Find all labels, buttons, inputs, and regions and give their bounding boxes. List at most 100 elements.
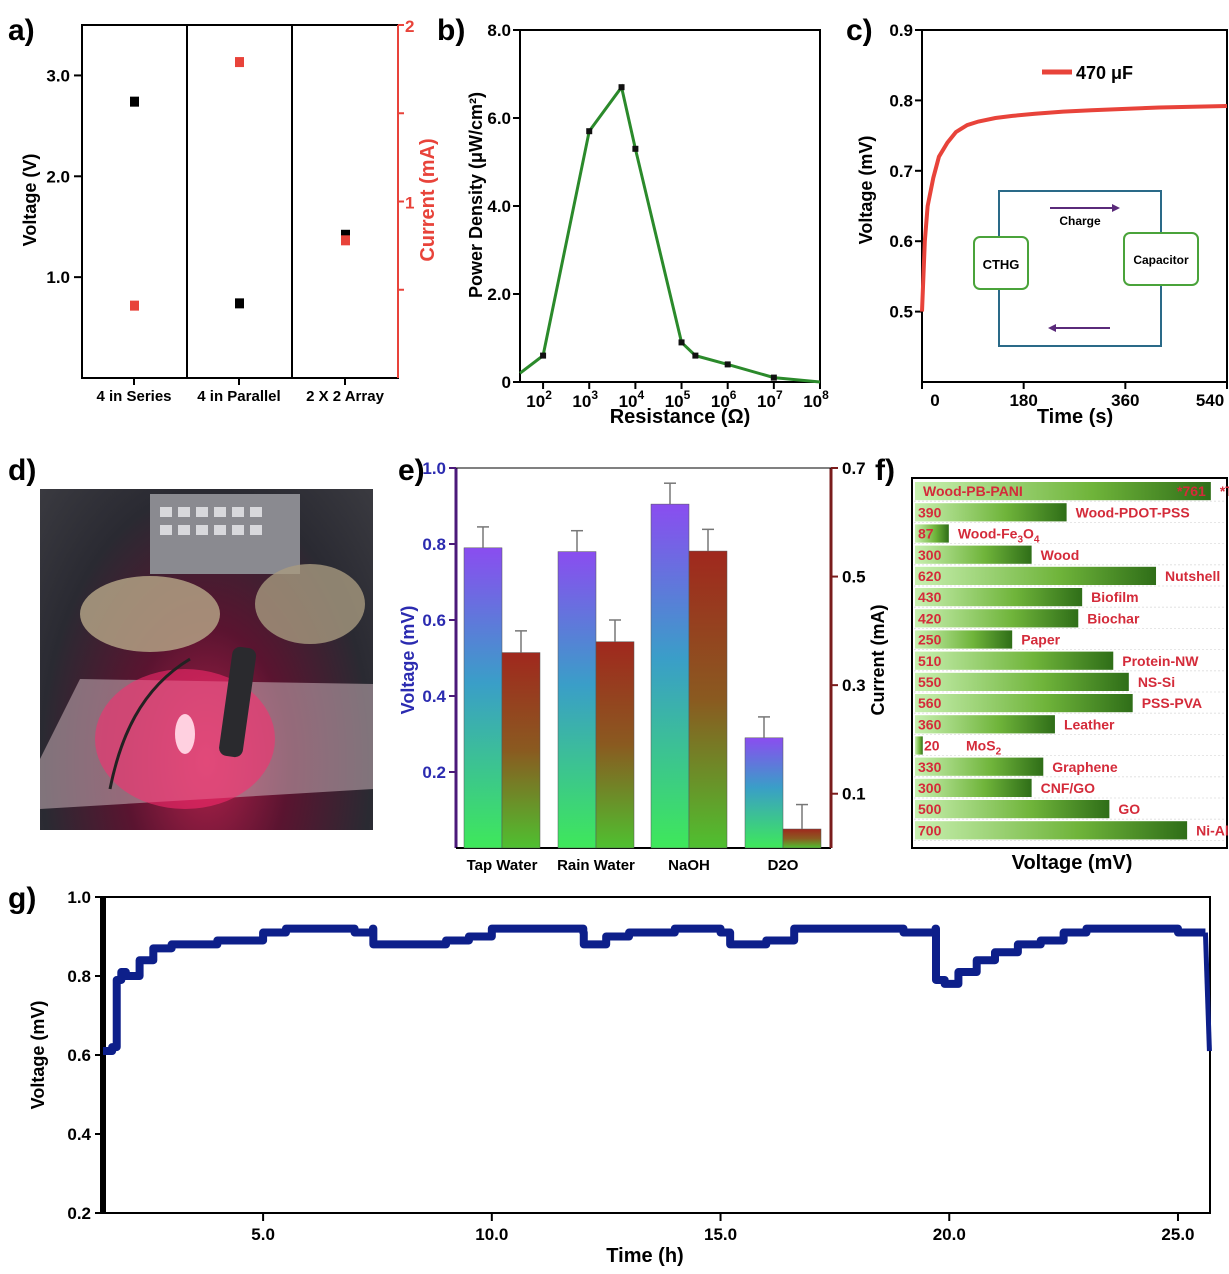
power-density-point — [692, 352, 699, 359]
chart-c-ytick-label: 0.5 — [889, 303, 913, 322]
voltage-point — [235, 298, 244, 309]
comparison-bar — [915, 630, 1013, 649]
power-density-point — [586, 128, 593, 135]
chart-e-y2tick-label: 0.7 — [842, 459, 866, 478]
chart-e-y2label: Current (mA) — [868, 604, 888, 715]
chart-e-ytick-label: 0.2 — [422, 763, 446, 782]
chart-e-ytick-label: 0.6 — [422, 611, 446, 630]
chart-b-xtick-label: 103 — [572, 388, 598, 411]
chart-c-xtick-label: 180 — [1009, 391, 1037, 410]
chart-g-ylabel: Voltage (mV) — [28, 1001, 48, 1110]
chart-b-xtick-label: 105 — [665, 388, 691, 411]
chart-a-category-label: 2 X 2 Array — [306, 388, 384, 405]
chart-g-xtick-label: 20.0 — [933, 1225, 966, 1244]
chart-e-category-label: Tap Water — [467, 857, 538, 874]
voltage-bar — [650, 503, 690, 849]
comparison-value: 700 — [918, 822, 942, 838]
comparison-value: 20 — [924, 738, 940, 754]
circuit-capacitor-label: Capacitor — [1133, 253, 1189, 267]
current-bar — [501, 652, 541, 849]
charge-arrow-head — [1112, 204, 1120, 212]
comparison-value: 360 — [918, 716, 942, 732]
comparison-bar — [915, 651, 1114, 670]
chart-g: Time (h) Voltage (mV) 0.2 0.4 0.6 0.8 1.0 5.0… — [28, 888, 1212, 1267]
power-density-line — [519, 83, 821, 384]
current-point — [341, 235, 350, 246]
comparison-value: 550 — [918, 674, 942, 690]
charging-curve — [920, 104, 1228, 312]
chart-c-ytick-label: 0.8 — [889, 91, 913, 110]
chart-c-ytick-label: 0.9 — [889, 21, 913, 40]
voltage-stability-drop — [1202, 932, 1212, 1052]
led-demo-illustration — [40, 494, 373, 809]
chart-c-frame — [921, 29, 1228, 383]
comparison-bar — [915, 778, 1032, 797]
power-density-point — [540, 352, 547, 359]
chart-c-legend-label: 470 μF — [1076, 63, 1133, 83]
chart-b-ytick-label: 0 — [502, 373, 511, 392]
chart-g-ytick-label: 1.0 — [67, 888, 91, 907]
plastic-film-2 — [255, 564, 365, 644]
chart-e-category-label: Rain Water — [557, 857, 635, 874]
comparison-value: 300 — [918, 780, 942, 796]
comparison-value: 330 — [918, 759, 942, 775]
chart-g-ytick-label: 0.2 — [67, 1204, 91, 1223]
comparison-bar — [915, 672, 1129, 691]
panel-label-d: d) — [8, 454, 36, 487]
chart-g-xtick-label: 5.0 — [251, 1225, 275, 1244]
circuit-capacitor-box — [1123, 232, 1199, 286]
comparison-label: CNF/GO — [1041, 780, 1096, 796]
comparison-bar — [915, 757, 1044, 776]
voltage-bar — [744, 737, 784, 849]
wire — [108, 657, 191, 790]
chart-c-xlabel: Time (s) — [1037, 406, 1113, 428]
power-density-point — [632, 145, 639, 152]
comparison-bar — [915, 800, 1110, 819]
comparison-value: 300 — [918, 547, 942, 563]
chart-b-ytick-label: 8.0 — [487, 21, 511, 40]
comparison-bar — [915, 524, 949, 543]
comparison-label: Protein-NW — [1122, 653, 1199, 669]
chart-g-xlabel: Time (h) — [606, 1245, 683, 1267]
power-density-point — [770, 374, 777, 381]
comparison-value: 560 — [918, 695, 942, 711]
chart-e-category-label: NaOH — [668, 857, 710, 874]
circuit-cthg-box — [973, 236, 1029, 290]
chart-c-xtick-label: 540 — [1196, 391, 1224, 410]
comparison-label: Ni-Al-LDH — [1196, 822, 1229, 838]
comparison-label: Wood-Fe3O4 — [958, 526, 1040, 546]
comparison-label: GO — [1118, 801, 1140, 817]
chart-e-ylabel: Voltage (mV) — [398, 606, 418, 715]
chart-e-y2tick-label: 0.1 — [842, 785, 866, 804]
charge-label: Charge — [1059, 214, 1101, 228]
comparison-bar — [915, 694, 1133, 713]
chart-f: Voltage (mV) Wood-PB-PANI *761 *This Work 3… — [911, 477, 1229, 874]
chart-e-ytick-label: 1.0 — [422, 459, 446, 478]
chart-c-ytick-label: 0.7 — [889, 162, 913, 181]
chart-b-xtick-label: 104 — [619, 388, 645, 411]
chart-b-xtick-label: 106 — [711, 388, 737, 411]
current-bar — [688, 550, 728, 849]
chart-b-ytick-label: 4.0 — [487, 197, 511, 216]
comparison-value: 250 — [918, 632, 942, 648]
comparison-value: *761 — [1177, 483, 1206, 499]
comparison-value: 430 — [918, 589, 942, 605]
chart-a-category-label: 4 in Series — [96, 388, 171, 405]
chart-a-y2tick-label: 1 — [405, 194, 414, 213]
chart-b-ytick-label: 6.0 — [487, 109, 511, 128]
chart-a-ytick-label: 3.0 — [46, 66, 70, 85]
panel-label-a: a) — [8, 14, 35, 47]
chart-c-xtick-label: 360 — [1111, 391, 1139, 410]
comparison-label: Biofilm — [1091, 589, 1138, 605]
comparison-label: Paper — [1021, 632, 1060, 648]
comparison-label: Wood-PDOT-PSS — [1076, 504, 1190, 520]
comparison-value: 500 — [918, 801, 942, 817]
comparison-bar — [915, 609, 1079, 628]
chart-b-xtick-label: 102 — [526, 388, 552, 411]
comparison-bar — [915, 736, 923, 755]
comparison-label: NS-Si — [1138, 674, 1175, 690]
chart-b-xtick-label: 108 — [803, 388, 829, 411]
panel-label-f: f) — [875, 454, 895, 487]
chart-e: Voltage (mV) Current (mA) 0.2 0.4 0.6 0.8 1.… — [398, 459, 888, 874]
